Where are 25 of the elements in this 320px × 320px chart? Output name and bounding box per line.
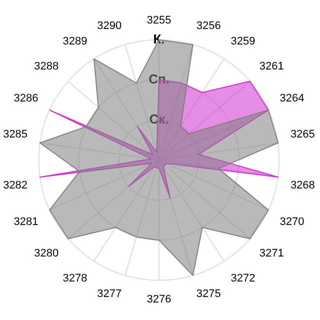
y-tick-label: Ск. bbox=[149, 111, 169, 126]
spoke-label: 3285 bbox=[3, 128, 28, 141]
spoke-label: 3259 bbox=[230, 36, 256, 48]
y-tick-label: К. bbox=[153, 31, 165, 46]
y-tick-label: Сп. bbox=[148, 71, 170, 86]
spoke-label: 3268 bbox=[290, 180, 315, 192]
spoke-label: 3261 bbox=[259, 60, 284, 72]
spoke-label: 3286 bbox=[14, 92, 38, 104]
spoke-label: 3255 bbox=[146, 14, 172, 27]
spoke-label: 3275 bbox=[196, 288, 221, 300]
spoke-label: 3278 bbox=[62, 272, 88, 284]
spoke-label: 3264 bbox=[280, 92, 304, 104]
spoke-label: 3256 bbox=[196, 20, 221, 32]
spoke-label: 3271 bbox=[259, 248, 284, 260]
spoke-label: 3288 bbox=[34, 60, 59, 72]
spoke-label: 3277 bbox=[97, 288, 122, 300]
spoke-label: 3282 bbox=[3, 180, 28, 192]
spoke-label: 3276 bbox=[146, 293, 172, 306]
spoke-label: 3289 bbox=[62, 36, 88, 48]
spoke-label: 3281 bbox=[14, 216, 38, 228]
spoke-label: 3270 bbox=[280, 216, 304, 228]
spoke-label: 3272 bbox=[230, 272, 256, 284]
spoke-label: 3290 bbox=[97, 20, 122, 32]
spoke-label: 3280 bbox=[34, 248, 59, 260]
spoke-label: 3265 bbox=[290, 128, 315, 141]
